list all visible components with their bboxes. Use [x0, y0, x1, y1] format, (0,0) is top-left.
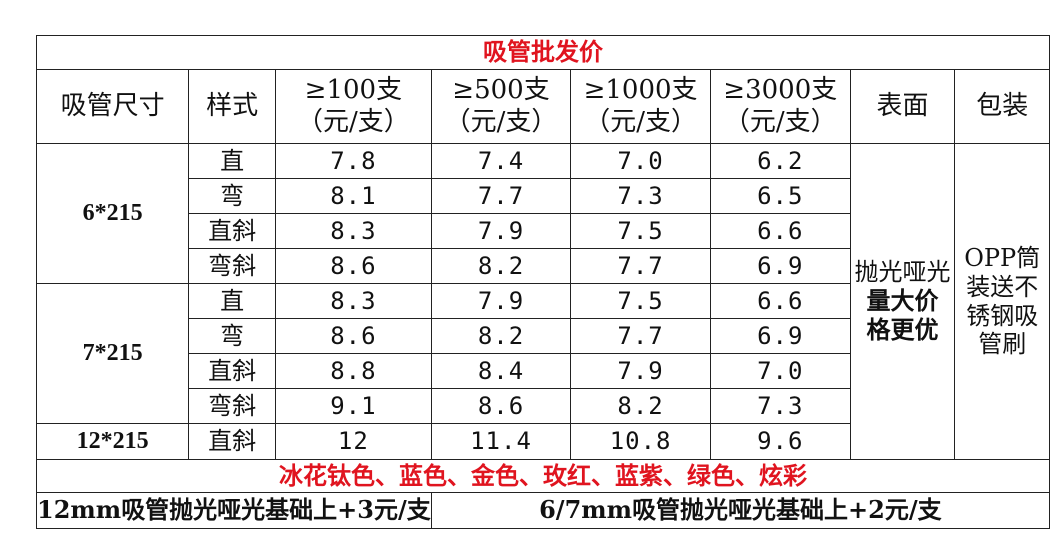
price-cell: 7.9: [430, 283, 572, 319]
header-tier-500: ≥500支 （元/支）: [430, 69, 572, 144]
price-cell: 9.1: [274, 388, 432, 424]
price-cell: 6.5: [709, 178, 851, 214]
style-cell: 弯斜: [188, 388, 276, 424]
price-cell: 8.2: [430, 248, 572, 284]
table-row: 7*215 直 8.3 7.9 7.5 6.6: [35, 283, 1050, 424]
price-cell: 8.6: [274, 248, 432, 284]
price-cell: 9.6: [709, 423, 851, 460]
tier-100-label: ≥100支: [304, 75, 403, 106]
size-cell: 7*215: [35, 283, 190, 424]
header-surface: 表面: [849, 69, 956, 144]
price-cell: 11.4: [430, 423, 572, 460]
style-cell: 弯: [188, 318, 276, 354]
header-tier-3000: ≥3000支 （元/支）: [709, 69, 851, 144]
style-cell: 直斜: [188, 213, 276, 249]
size-cell: 6*215: [35, 143, 190, 284]
price-cell: 8.6: [274, 318, 432, 354]
surface-note-line1: 量大价: [866, 286, 939, 316]
price-cell: 8.2: [570, 388, 711, 424]
colors-row: 冰花钛色、蓝色、金色、玫红、蓝紫、绿色、炫彩: [36, 459, 1050, 493]
price-cell: 12: [274, 423, 432, 460]
price-cell: 7.7: [570, 248, 711, 284]
style-cell: 弯: [188, 178, 276, 214]
surface-finish: 抛光哑光: [854, 258, 951, 287]
price-cell: 6.9: [709, 318, 851, 354]
footer-note-12mm: 12mm吸管抛光哑光基础上+3元/支: [36, 492, 432, 529]
price-cell: 7.3: [570, 178, 711, 214]
tier-500-unit: （元/支）: [444, 106, 558, 137]
price-cell: 8.8: [274, 353, 432, 389]
tier-1000-label: ≥1000支: [583, 75, 698, 106]
price-cell: 7.0: [570, 143, 711, 179]
colors-line: 冰花钛色、蓝色、金色、玫红、蓝紫、绿色、炫彩: [36, 459, 1050, 493]
header-style: 样式: [188, 69, 276, 144]
style-cell: 直斜: [188, 353, 276, 389]
header-tier-1000: ≥1000支 （元/支）: [570, 69, 711, 144]
style-cell: 直: [188, 143, 276, 179]
price-cell: 6.9: [709, 248, 851, 284]
tier-3000-unit: （元/支）: [723, 106, 837, 137]
price-cell: 7.8: [274, 143, 432, 179]
header-size: 吸管尺寸: [35, 69, 190, 144]
price-cell: 8.3: [274, 283, 432, 319]
surface-cell: 抛光哑光 量大价 格更优: [849, 143, 956, 460]
tier-1000-unit: （元/支）: [584, 106, 697, 137]
price-table: 吸管批发价 吸管尺寸 样式 ≥100支 （元/支） ≥500支 （元/支） ≥1…: [35, 35, 1050, 529]
price-cell: 7.4: [430, 143, 572, 179]
table-row: 弯斜 8.6 8.2 7.7 6.9: [37, 248, 1050, 284]
table-row: 6*215 直 7.8 7.4 7.0 6.2 抛光哑光 量大价 格更优 OPP…: [35, 143, 1050, 460]
price-cell: 6.6: [709, 283, 851, 319]
price-cell: 7.9: [430, 213, 572, 249]
style-cell: 直: [188, 283, 276, 319]
table-row: 12*215 直斜 12 11.4 10.8 9.6: [35, 423, 1050, 460]
size-cell: 12*215: [35, 423, 190, 460]
table-row: 弯斜 9.1 8.6 8.2 7.3: [37, 388, 1050, 424]
price-cell: 7.5: [570, 283, 711, 319]
price-cell: 7.7: [430, 178, 572, 214]
packaging-cell: OPP筒装送不锈钢吸管刷: [954, 143, 1050, 460]
surface-note-line2: 格更优: [866, 314, 939, 344]
style-cell: 弯斜: [188, 248, 276, 284]
style-cell: 直斜: [188, 423, 276, 460]
footer-note-6-7mm: 6/7mm吸管抛光哑光基础上+2元/支: [430, 492, 1050, 529]
tier-100-unit: （元/支）: [296, 106, 410, 137]
table-row: 弯 8.6 8.2 7.7 6.9: [37, 318, 1050, 354]
price-cell: 8.1: [274, 178, 432, 214]
price-cell: 8.4: [430, 353, 572, 389]
price-cell: 6.2: [709, 143, 851, 179]
price-cell: 6.6: [709, 213, 851, 249]
price-cell: 8.2: [430, 318, 572, 354]
price-cell: 8.6: [430, 388, 572, 424]
header-row: 吸管尺寸 样式 ≥100支 （元/支） ≥500支 （元/支） ≥1000支 （…: [35, 69, 1050, 144]
price-cell: 7.9: [570, 353, 711, 389]
price-cell: 10.8: [570, 423, 711, 460]
footer-row: 12mm吸管抛光哑光基础上+3元/支 6/7mm吸管抛光哑光基础上+2元/支: [36, 492, 1050, 529]
tier-500-label: ≥500支: [452, 75, 550, 106]
price-cell: 7.7: [570, 318, 711, 354]
header-packaging: 包装: [954, 69, 1050, 144]
tier-3000-label: ≥3000支: [723, 75, 838, 106]
price-cell: 8.3: [274, 213, 432, 249]
header-tier-100: ≥100支 （元/支）: [274, 69, 432, 144]
table-title: 吸管批发价: [36, 35, 1050, 70]
price-cell: 7.5: [570, 213, 711, 249]
title-row: 吸管批发价: [36, 35, 1050, 70]
price-cell: 7.0: [709, 353, 851, 389]
price-cell: 7.3: [709, 388, 851, 424]
